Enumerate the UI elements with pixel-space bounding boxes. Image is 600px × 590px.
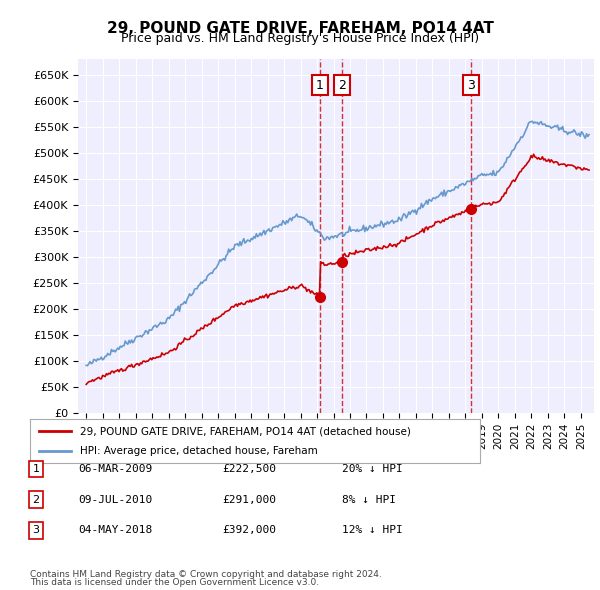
Text: 3: 3 (32, 526, 40, 535)
Text: Contains HM Land Registry data © Crown copyright and database right 2024.: Contains HM Land Registry data © Crown c… (30, 571, 382, 579)
Text: £291,000: £291,000 (222, 495, 276, 504)
Text: Price paid vs. HM Land Registry's House Price Index (HPI): Price paid vs. HM Land Registry's House … (121, 32, 479, 45)
Text: 2: 2 (32, 495, 40, 504)
Text: 2: 2 (338, 78, 346, 91)
Text: 12% ↓ HPI: 12% ↓ HPI (342, 526, 403, 535)
Text: 3: 3 (467, 78, 475, 91)
Text: This data is licensed under the Open Government Licence v3.0.: This data is licensed under the Open Gov… (30, 578, 319, 587)
Text: 1: 1 (32, 464, 40, 474)
Text: 04-MAY-2018: 04-MAY-2018 (78, 526, 152, 535)
Text: 06-MAR-2009: 06-MAR-2009 (78, 464, 152, 474)
Text: 09-JUL-2010: 09-JUL-2010 (78, 495, 152, 504)
Text: HPI: Average price, detached house, Fareham: HPI: Average price, detached house, Fare… (79, 446, 317, 455)
Text: £222,500: £222,500 (222, 464, 276, 474)
Text: 20% ↓ HPI: 20% ↓ HPI (342, 464, 403, 474)
Text: 8% ↓ HPI: 8% ↓ HPI (342, 495, 396, 504)
Text: 29, POUND GATE DRIVE, FAREHAM, PO14 4AT: 29, POUND GATE DRIVE, FAREHAM, PO14 4AT (107, 21, 493, 35)
Text: 1: 1 (316, 78, 324, 91)
Text: 29, POUND GATE DRIVE, FAREHAM, PO14 4AT (detached house): 29, POUND GATE DRIVE, FAREHAM, PO14 4AT … (79, 427, 410, 436)
Text: £392,000: £392,000 (222, 526, 276, 535)
